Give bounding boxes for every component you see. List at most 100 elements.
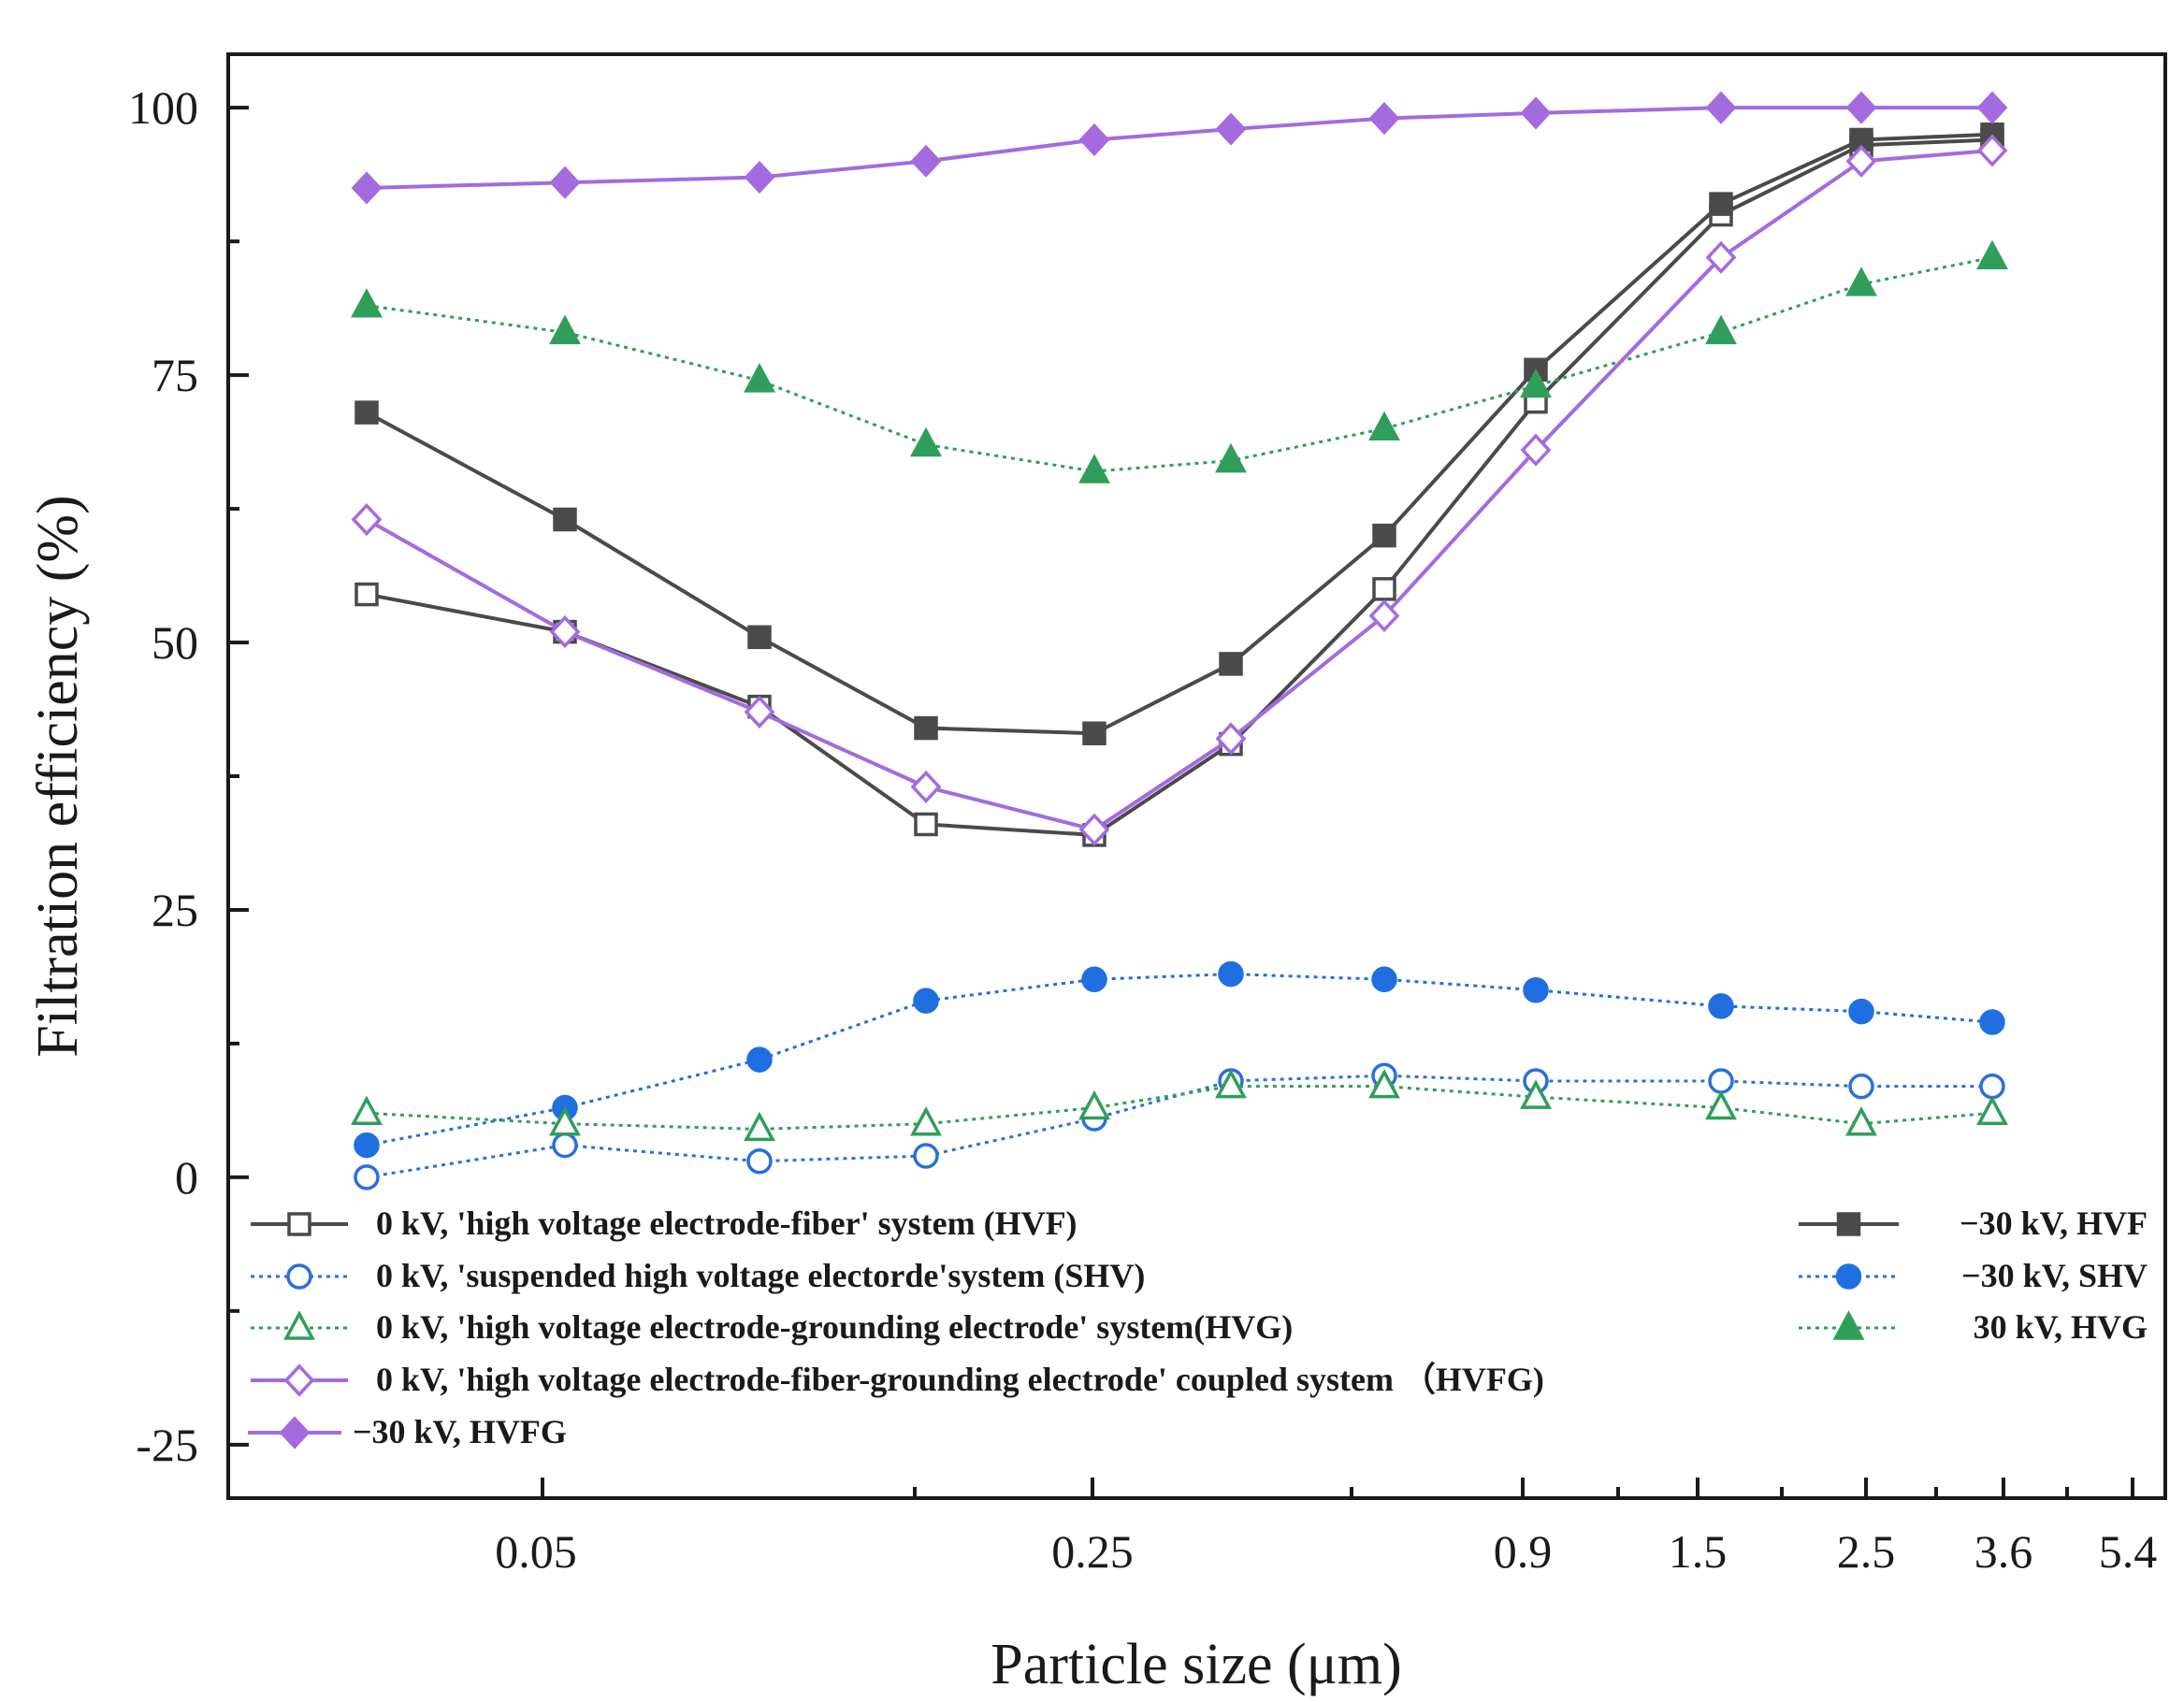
legend-label-shv-0kv: 0 kV, 'suspended high voltage electorde'… — [376, 1257, 1145, 1294]
data-point-hvfg-0kv — [1976, 134, 2008, 167]
data-point-hvfg-30kv — [1705, 91, 1737, 124]
data-point-shv-30kv — [913, 988, 939, 1014]
data-point-hvg-0kv — [744, 1111, 775, 1142]
data-point-hvfg-0kv — [1078, 813, 1110, 846]
x-axis — [541, 1478, 2134, 1498]
data-point-hvg-30kv — [1705, 314, 1737, 345]
y-tick-label: 75 — [152, 349, 198, 401]
data-point-hvg-0kv — [1368, 1068, 1400, 1099]
data-point-shv-0kv — [746, 1147, 773, 1175]
data-point-hvg-30kv — [1078, 454, 1110, 483]
x-tick-label: 3.6 — [1974, 1525, 2033, 1578]
legend-label-hvg-0kv: 0 kV, 'high voltage electrode-grounding … — [376, 1308, 1293, 1346]
x-axis-title: Particle size (μm) — [991, 1633, 1402, 1696]
legend-label-hvfg-30kv: −30 kV, HVFG — [353, 1413, 567, 1450]
y-tick-label: -25 — [136, 1419, 198, 1471]
data-point-hvfg-0kv — [910, 770, 942, 804]
x-tick-label: 2.5 — [1837, 1525, 1896, 1578]
data-point-shv-30kv — [1708, 993, 1734, 1019]
series-hvg-30kv — [351, 239, 2008, 483]
legend-label-hvg-30kv: 30 kV, HVG — [1974, 1308, 2148, 1346]
data-point-hvf-30kv — [1219, 652, 1243, 676]
data-point-hvfg-30kv — [351, 171, 383, 205]
series-hvfg-0kv — [351, 134, 2008, 846]
y-tick-label: 50 — [152, 616, 198, 669]
legend-label-hvf-0kv: 0 kV, 'high voltage electrode-fiber' sys… — [376, 1204, 1078, 1242]
data-point-hvg-0kv — [1845, 1106, 1877, 1136]
x-tick-labels: 0.05 0.25 0.9 1.5 2.5 3.6 5.4 — [495, 1525, 2157, 1578]
x-tick-label: 0.9 — [1494, 1525, 1553, 1578]
x-tick-label: 1.5 — [1669, 1525, 1728, 1578]
legend-swatch-hvf-30kv — [1799, 1212, 1899, 1236]
y-tick-label: 25 — [152, 884, 198, 936]
data-point-hvfg-30kv — [1976, 91, 2008, 124]
data-point-shv-0kv — [1708, 1068, 1734, 1094]
legend-marker-hvg-0kv — [283, 1310, 315, 1340]
data-point-hvg-30kv — [1368, 411, 1400, 441]
data-point-hvfg-0kv — [351, 502, 383, 537]
data-point-hvg-0kv — [1078, 1089, 1110, 1120]
data-point-hvfg-30kv — [1520, 96, 1552, 130]
data-point-hvg-30kv — [744, 363, 775, 393]
data-point-hvfg-30kv — [549, 166, 581, 199]
legend-swatch-shv-30kv — [1799, 1263, 1899, 1290]
legend-label-hvfg-0kv: 0 kV, 'high voltage electrode-fiber-grou… — [376, 1361, 1544, 1398]
data-point-hvfg-30kv — [1215, 112, 1247, 146]
data-point-hvf-0kv — [1372, 577, 1396, 601]
data-point-hvg-0kv — [549, 1106, 581, 1136]
data-point-hvfg-0kv — [744, 695, 775, 728]
y-tick-label: 100 — [128, 81, 198, 134]
data-point-hvg-30kv — [351, 288, 383, 318]
data-point-hvg-0kv — [910, 1106, 942, 1136]
legend-marker-hvf-30kv — [1836, 1212, 1861, 1236]
data-point-hvg-30kv — [1976, 239, 2008, 270]
data-point-shv-0kv — [913, 1143, 939, 1169]
data-point-hvfg-0kv — [1845, 144, 1877, 178]
data-point-shv-30kv — [1218, 960, 1244, 988]
data-point-hvg-30kv — [1215, 442, 1247, 473]
legend-label-hvf-30kv: −30 kV, HVF — [1960, 1204, 2148, 1242]
data-point-shv-0kv — [1848, 1073, 1874, 1100]
data-point-hvf-30kv — [1709, 192, 1733, 216]
legend-marker-hvg-30kv — [1832, 1310, 1865, 1340]
data-point-hvg-0kv — [1976, 1095, 2008, 1126]
legend-marker-hvfg-30kv — [279, 1416, 311, 1450]
data-point-hvg-0kv — [351, 1095, 383, 1126]
data-point-shv-0kv — [354, 1164, 380, 1190]
legend-label-shv-30kv: −30 kV, SHV — [1961, 1257, 2148, 1294]
data-point-hvf-30kv — [553, 507, 577, 532]
data-point-hvfg-30kv — [1845, 91, 1877, 124]
data-point-hvfg-30kv — [910, 144, 942, 178]
legend-swatch-hvf-0kv — [251, 1212, 348, 1236]
data-point-shv-30kv — [1081, 966, 1107, 993]
data-point-hvf-30kv — [354, 400, 379, 425]
data-point-shv-30kv — [1523, 976, 1549, 1003]
legend: 0 kV, 'high voltage electrode-fiber' sys… — [248, 1204, 2148, 1450]
x-tick-label: 0.05 — [495, 1525, 577, 1578]
legend-swatch-hvfg-0kv — [251, 1363, 348, 1397]
data-point-shv-30kv — [1848, 998, 1874, 1025]
data-point-hvg-30kv — [1520, 368, 1552, 398]
data-point-hvf-30kv — [747, 625, 772, 650]
legend-marker-shv-30kv — [1835, 1263, 1862, 1290]
legend-swatch-hvfg-30kv — [248, 1416, 341, 1450]
data-point-shv-0kv — [1979, 1073, 2005, 1100]
y-tick-labels: -25 0 25 50 75 100 — [128, 81, 198, 1471]
series-hvg-0kv — [351, 1068, 2008, 1142]
data-point-hvg-30kv — [549, 314, 581, 345]
legend-swatch-shv-0kv — [251, 1263, 348, 1290]
legend-marker-shv-0kv — [286, 1263, 312, 1290]
legend-marker-hvfg-0kv — [283, 1363, 315, 1397]
x-tick-label: 0.25 — [1051, 1525, 1134, 1578]
data-point-hvg-30kv — [910, 426, 942, 457]
series-layer — [351, 91, 2008, 1190]
data-point-hvfg-0kv — [1215, 722, 1247, 756]
data-point-hvfg-30kv — [1078, 123, 1110, 157]
data-point-shv-30kv — [1371, 966, 1397, 993]
y-axis-title: Filtration efficiency (%) — [26, 495, 90, 1057]
data-point-hvf-30kv — [1372, 523, 1396, 548]
series-shv-30kv — [354, 960, 2005, 1159]
data-point-hvfg-0kv — [1368, 599, 1400, 633]
